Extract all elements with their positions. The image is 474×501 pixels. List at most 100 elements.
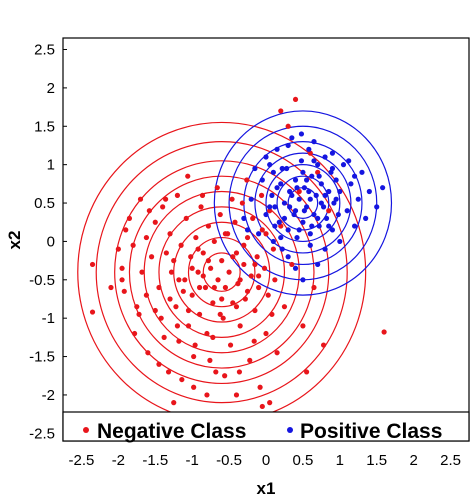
data-point-series-1-74 (301, 208, 307, 214)
data-point-series-0-80 (281, 304, 288, 310)
data-point-series-0-9 (132, 330, 138, 337)
data-point-series-1-37 (326, 188, 332, 195)
data-point-series-1-83 (285, 254, 291, 260)
data-point-series-0-133 (233, 304, 240, 310)
data-point-series-0-98 (146, 208, 152, 214)
data-point-series-0-134 (210, 334, 216, 340)
data-point-series-0-122 (244, 288, 251, 294)
data-point-series-0-46 (213, 369, 219, 375)
data-point-series-0-10 (134, 304, 140, 310)
data-point-series-1-4 (263, 211, 269, 218)
y-tick-label-4: 0.5 (34, 195, 55, 212)
data-point-series-1-93 (351, 173, 358, 179)
data-point-series-1-12 (279, 246, 285, 252)
data-point-series-0-93 (267, 400, 273, 406)
data-point-series-0-84 (296, 188, 302, 195)
x-axis-label: x1 (257, 479, 276, 498)
data-point-series-1-32 (316, 223, 322, 229)
data-point-series-0-38 (198, 204, 204, 210)
data-point-series-1-70 (318, 200, 324, 206)
y-tick-label-8: -1.5 (29, 349, 55, 366)
y-tick-label-1: 2 (47, 80, 55, 97)
data-point-series-0-108 (229, 196, 235, 202)
y-tick-label-2: 1.5 (34, 118, 55, 135)
data-point-series-0-114 (171, 258, 177, 264)
y-tick-label-9: -2 (42, 387, 55, 404)
data-point-series-1-33 (318, 181, 324, 187)
data-point-series-0-111 (251, 338, 257, 344)
data-point-series-1-59 (307, 196, 313, 202)
data-point-series-1-52 (374, 204, 380, 210)
data-point-series-1-8 (272, 204, 278, 210)
data-point-series-0-17 (156, 284, 162, 291)
y-tick-label-10: -2.5 (29, 425, 55, 442)
data-point-series-1-27 (307, 231, 313, 237)
data-point-series-0-16 (152, 219, 158, 225)
data-point-series-0-40 (202, 284, 209, 291)
data-point-series-0-85 (300, 323, 306, 329)
data-point-series-0-105 (207, 357, 213, 363)
data-point-series-0-82 (289, 261, 295, 268)
data-point-series-1-16 (287, 188, 293, 195)
data-point-series-0-123 (252, 261, 258, 268)
data-point-series-0-48 (217, 211, 223, 218)
data-point-series-1-78 (279, 165, 285, 172)
data-point-series-1-82 (315, 261, 321, 268)
contour-ring-series-0-1 (187, 236, 256, 308)
data-point-series-0-13 (143, 234, 150, 241)
data-point-series-0-27 (176, 338, 182, 344)
data-point-series-1-31 (315, 162, 321, 168)
data-point-series-0-30 (183, 215, 189, 221)
data-point-series-0-77 (272, 277, 278, 283)
data-point-series-0-41 (204, 330, 210, 337)
data-point-series-1-76 (316, 173, 322, 179)
data-point-series-1-85 (322, 246, 328, 252)
data-point-series-1-21 (296, 196, 302, 202)
data-point-series-1-62 (329, 150, 336, 156)
data-point-series-0-143 (233, 392, 240, 398)
data-point-series-0-39 (200, 250, 206, 256)
data-point-series-0-25 (173, 304, 179, 310)
data-point-series-0-1 (89, 309, 96, 315)
data-point-series-1-90 (252, 165, 258, 172)
data-point-series-0-76 (270, 246, 276, 252)
data-point-series-1-17 (289, 135, 295, 141)
data-point-series-0-21 (165, 369, 172, 375)
data-point-series-0-130 (241, 242, 247, 248)
data-point-series-0-92 (259, 403, 265, 410)
data-point-series-1-68 (274, 185, 280, 191)
data-point-series-0-54 (227, 342, 234, 348)
data-point-series-0-132 (263, 231, 269, 237)
data-point-series-0-99 (156, 361, 162, 367)
data-point-series-1-56 (285, 142, 291, 149)
data-point-series-0-127 (185, 307, 192, 314)
data-point-series-0-88 (311, 284, 317, 291)
data-point-series-0-100 (163, 196, 169, 202)
legend-label-negative: Negative Class (97, 420, 246, 443)
data-point-series-0-3 (115, 246, 121, 252)
data-point-series-1-3 (259, 177, 265, 183)
contour-ring-series-1-2 (265, 164, 341, 243)
data-point-series-1-45 (344, 208, 350, 214)
data-point-series-0-112 (258, 192, 265, 198)
data-point-series-1-54 (270, 169, 276, 175)
data-point-series-0-101 (179, 376, 185, 383)
data-point-series-0-4 (119, 265, 125, 271)
data-point-series-1-22 (298, 158, 305, 164)
data-point-series-1-40 (331, 200, 337, 206)
data-point-series-1-49 (359, 169, 365, 175)
data-point-series-0-53 (226, 269, 232, 275)
data-point-series-0-18 (158, 315, 164, 321)
data-point-series-1-53 (380, 185, 386, 191)
x-tick-label-2: -1.5 (142, 452, 168, 469)
data-point-series-0-26 (174, 192, 181, 198)
data-point-series-0-128 (176, 277, 182, 283)
data-point-series-1-13 (281, 200, 288, 206)
data-point-series-0-28 (178, 242, 184, 248)
data-point-series-0-6 (123, 227, 129, 233)
data-point-series-1-57 (292, 208, 299, 214)
data-point-series-1-92 (263, 154, 269, 160)
data-point-series-0-94 (381, 329, 387, 335)
data-point-series-1-55 (278, 234, 284, 241)
